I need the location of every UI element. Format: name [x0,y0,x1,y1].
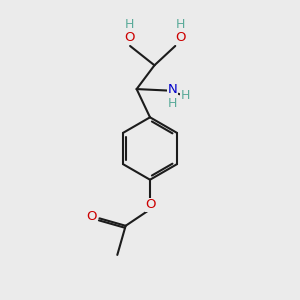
Text: H: H [125,18,134,31]
Text: O: O [145,198,156,211]
Text: H: H [180,89,190,102]
Text: N: N [168,83,178,97]
Text: O: O [86,210,96,224]
Text: H: H [168,97,177,110]
Text: O: O [124,31,135,44]
Text: O: O [176,31,186,44]
Text: H: H [176,18,185,31]
